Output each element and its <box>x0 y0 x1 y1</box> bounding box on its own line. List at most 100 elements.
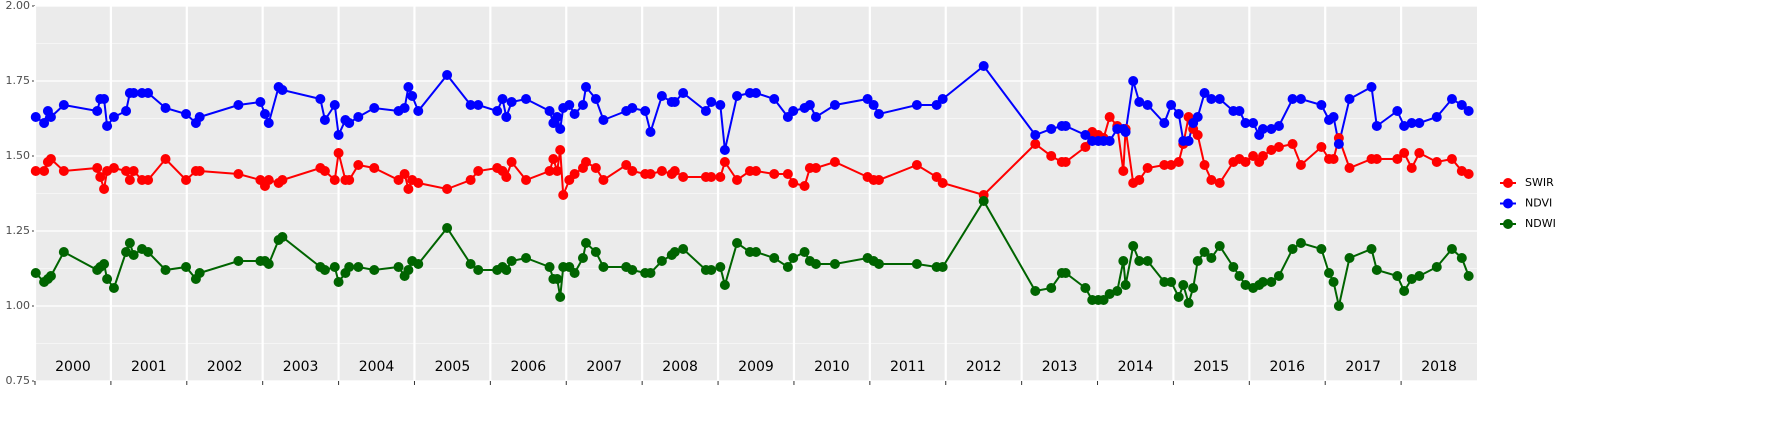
data-point <box>656 91 667 101</box>
data-point <box>333 277 344 287</box>
data-point <box>329 175 340 185</box>
legend-label: NDWI <box>1525 217 1556 230</box>
data-point <box>1214 241 1225 251</box>
data-point <box>732 175 743 185</box>
data-point <box>1199 88 1210 98</box>
data-point <box>769 94 780 104</box>
x-tick-label: 2012 <box>966 359 1002 375</box>
data-point <box>544 106 555 116</box>
data-point <box>92 163 103 173</box>
data-point <box>590 247 601 257</box>
data-point <box>715 262 726 272</box>
data-point <box>277 232 288 242</box>
data-point <box>1142 256 1153 266</box>
data-point <box>501 112 512 122</box>
data-point <box>1392 271 1403 281</box>
data-point <box>548 154 559 164</box>
data-point <box>1104 289 1115 299</box>
data-point <box>399 103 410 113</box>
data-point <box>1128 76 1139 86</box>
data-point <box>799 247 810 257</box>
data-point <box>1266 124 1277 134</box>
data-point <box>1414 118 1425 128</box>
data-point <box>1134 256 1145 266</box>
data-point <box>580 82 591 92</box>
data-point <box>39 118 50 128</box>
data-point <box>30 166 41 176</box>
data-point <box>1142 100 1153 110</box>
data-point <box>564 100 575 110</box>
data-point <box>143 88 154 98</box>
data-point <box>353 112 364 122</box>
data-point <box>1287 94 1298 104</box>
data-point <box>627 265 638 275</box>
data-point <box>124 175 135 185</box>
data-point <box>263 259 274 269</box>
data-point <box>555 145 566 155</box>
data-point <box>413 259 424 269</box>
data-point <box>769 253 780 263</box>
data-point <box>1166 100 1177 110</box>
data-point <box>1240 280 1251 290</box>
data-point <box>45 154 56 164</box>
data-point <box>715 100 726 110</box>
data-point <box>1199 247 1210 257</box>
data-point <box>1273 121 1284 131</box>
data-point <box>873 259 884 269</box>
data-point <box>1344 253 1355 263</box>
data-point <box>160 103 171 113</box>
data-point <box>1214 178 1225 188</box>
data-point <box>30 112 41 122</box>
data-point <box>95 172 106 182</box>
data-point <box>506 256 517 266</box>
data-point <box>544 166 555 176</box>
data-point <box>1366 244 1377 254</box>
x-tick-label: 2007 <box>586 359 622 375</box>
data-point <box>931 100 942 110</box>
data-point <box>353 160 364 170</box>
series-line <box>35 199 1470 307</box>
data-point <box>1188 283 1199 293</box>
data-point <box>353 262 364 272</box>
data-point <box>656 256 667 266</box>
data-point <box>1199 160 1210 170</box>
data-point <box>315 94 326 104</box>
x-tick-label: 2006 <box>510 359 546 375</box>
data-point <box>1098 295 1109 305</box>
data-point <box>645 268 656 278</box>
data-point <box>393 175 404 185</box>
data-point <box>1060 121 1071 131</box>
data-point <box>143 175 154 185</box>
legend-key-point <box>1503 198 1513 209</box>
data-point <box>1134 97 1145 107</box>
data-point <box>465 100 476 110</box>
data-point <box>678 172 689 182</box>
data-point <box>393 262 404 272</box>
data-point <box>590 94 601 104</box>
data-point <box>233 169 244 179</box>
data-point <box>501 172 512 182</box>
data-point <box>706 97 717 107</box>
data-point <box>799 181 810 191</box>
data-point <box>1446 244 1457 254</box>
data-point <box>39 166 50 176</box>
data-point <box>344 118 355 128</box>
x-tick-label: 2011 <box>890 359 926 375</box>
data-point <box>732 238 743 248</box>
data-point <box>413 178 424 188</box>
legend-key-point <box>1503 178 1513 188</box>
data-point <box>598 262 609 272</box>
data-point <box>1120 127 1131 137</box>
data-point <box>194 166 205 176</box>
data-point <box>277 175 288 185</box>
data-point <box>937 178 948 188</box>
legend-key-point <box>1503 219 1513 229</box>
data-point <box>769 169 780 179</box>
data-point <box>329 262 340 272</box>
data-point <box>121 106 132 116</box>
data-point <box>1456 253 1467 263</box>
data-point <box>506 157 517 167</box>
y-tick-label: 1.75 <box>6 74 31 87</box>
data-point <box>333 130 344 140</box>
data-point <box>403 184 414 194</box>
